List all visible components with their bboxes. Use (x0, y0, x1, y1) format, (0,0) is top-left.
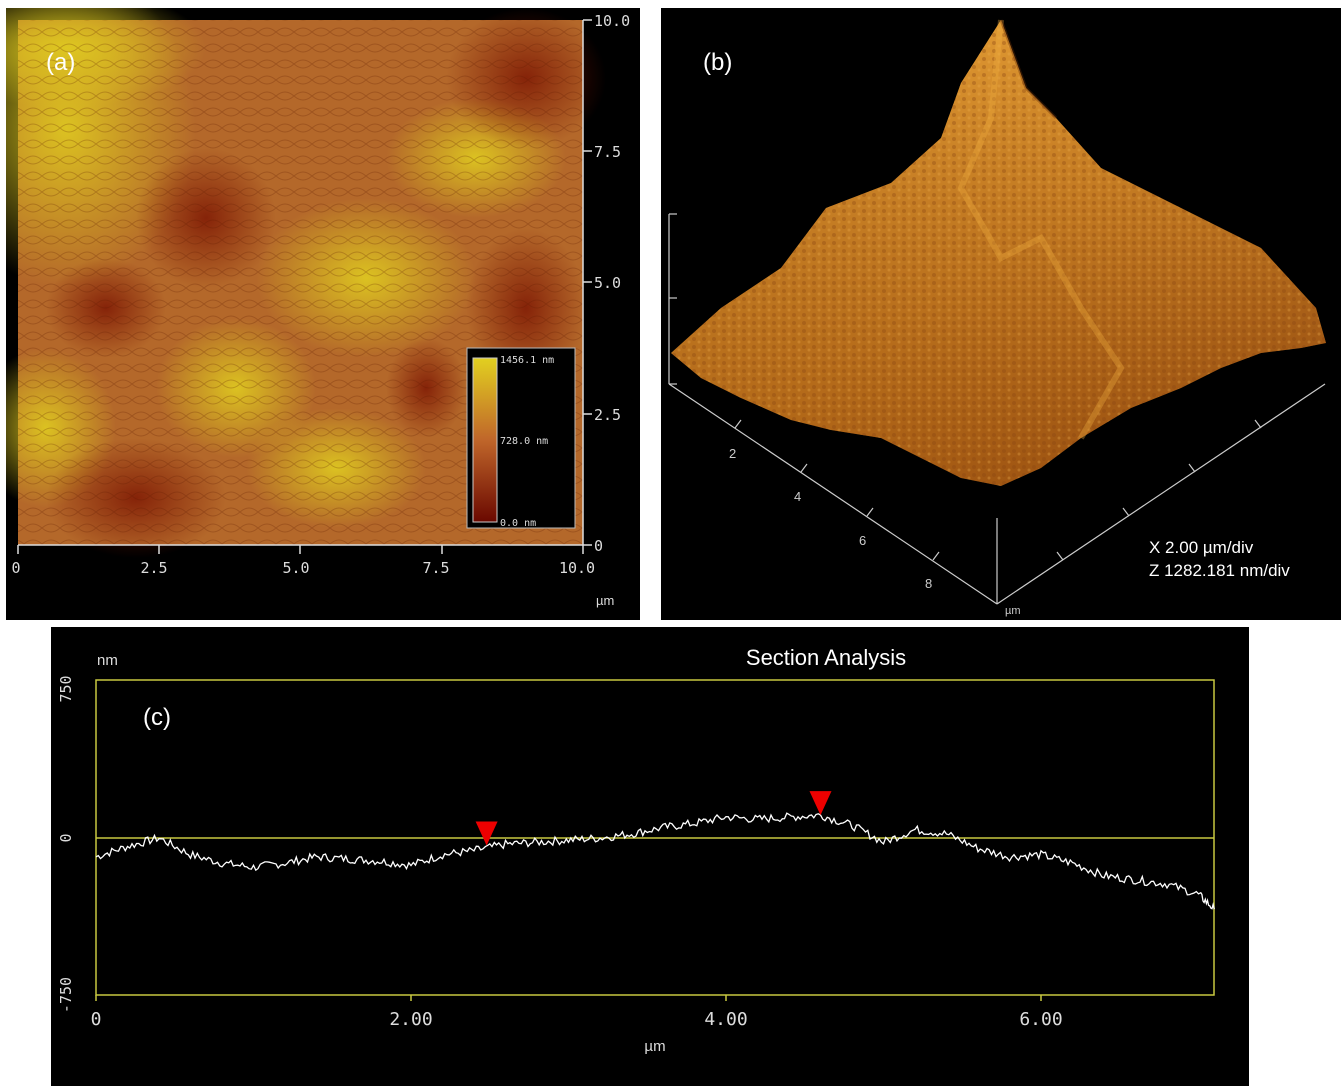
scale-x-label: X 2.00 µm/div (1149, 538, 1254, 557)
panel-c-label: (c) (143, 704, 171, 731)
section-plot-area (95, 791, 1215, 1001)
y-tick-label: 0 (594, 537, 603, 555)
axis-tick-label: 2 (729, 446, 736, 461)
afm-3d-surface-svg: (b) (668, 19, 1326, 617)
x-tick-label: 0 (11, 559, 20, 577)
section-analysis-panel: Section Analysis nm (c) 750 0 -750 0 2.0… (51, 627, 1249, 1086)
x-tick-label: 2.5 (140, 559, 167, 577)
profile-line (95, 812, 1215, 910)
y-tick-label: 7.5 (594, 143, 621, 161)
axis-tick-label: 8 (925, 576, 932, 591)
panel-b-label: (b) (703, 49, 732, 76)
colorbar-mid-label: 728.0 nm (500, 436, 548, 447)
section-analysis-chart: Section Analysis nm (c) 750 0 -750 0 2.0… (57, 645, 1215, 1055)
x-tick-label: 7.5 (422, 559, 449, 577)
x-axis (17, 544, 584, 554)
colorbar: 1456.1 nm 728.0 nm 0.0 nm (466, 347, 576, 529)
x-tick-label: 4.00 (704, 1009, 747, 1030)
base-box-axes (668, 383, 1326, 605)
panel-a-label: (a) (46, 49, 75, 76)
unit-label: µm (1005, 605, 1021, 617)
cursor-marker[interactable] (809, 791, 832, 816)
z-axis (668, 213, 677, 385)
afm-3d-surface-panel: (b) (661, 8, 1341, 620)
axis-tick-label: 4 (794, 489, 801, 504)
x-unit-label: µm (644, 1038, 665, 1055)
x-tick-label: 6.00 (1019, 1009, 1062, 1030)
x-tick-label: 10.0 (559, 559, 595, 577)
y-tick-label: -750 (57, 977, 75, 1013)
y-tick-label: 10.0 (594, 12, 630, 30)
y-tick-label: 750 (57, 675, 75, 702)
y-axis (582, 19, 592, 546)
chart-title: Section Analysis (746, 645, 906, 670)
y-tick-label: 2.5 (594, 406, 621, 424)
3d-surface (671, 19, 1326, 486)
x-tick-label: 2.00 (389, 1009, 432, 1030)
y-tick-label: 5.0 (594, 274, 621, 292)
y-tick-label: 0 (57, 833, 75, 842)
cursor-marker[interactable] (475, 821, 498, 846)
y-unit-label: nm (97, 652, 118, 669)
afm-height-map-svg: 1456.1 nm 728.0 nm 0.0 nm (a) 10.0 7.5 5… (6, 8, 630, 608)
x-tick-label: 5.0 (282, 559, 309, 577)
colorbar-max-label: 1456.1 nm (500, 355, 554, 366)
colorbar-min-label: 0.0 nm (500, 518, 536, 529)
axis-tick-label: 6 (859, 533, 866, 548)
x-unit-label: µm (596, 593, 614, 608)
x-tick-label: 0 (91, 1009, 102, 1030)
scale-z-label: Z 1282.181 nm/div (1149, 561, 1290, 580)
afm-height-map-panel: 1456.1 nm 728.0 nm 0.0 nm (a) 10.0 7.5 5… (6, 8, 640, 620)
